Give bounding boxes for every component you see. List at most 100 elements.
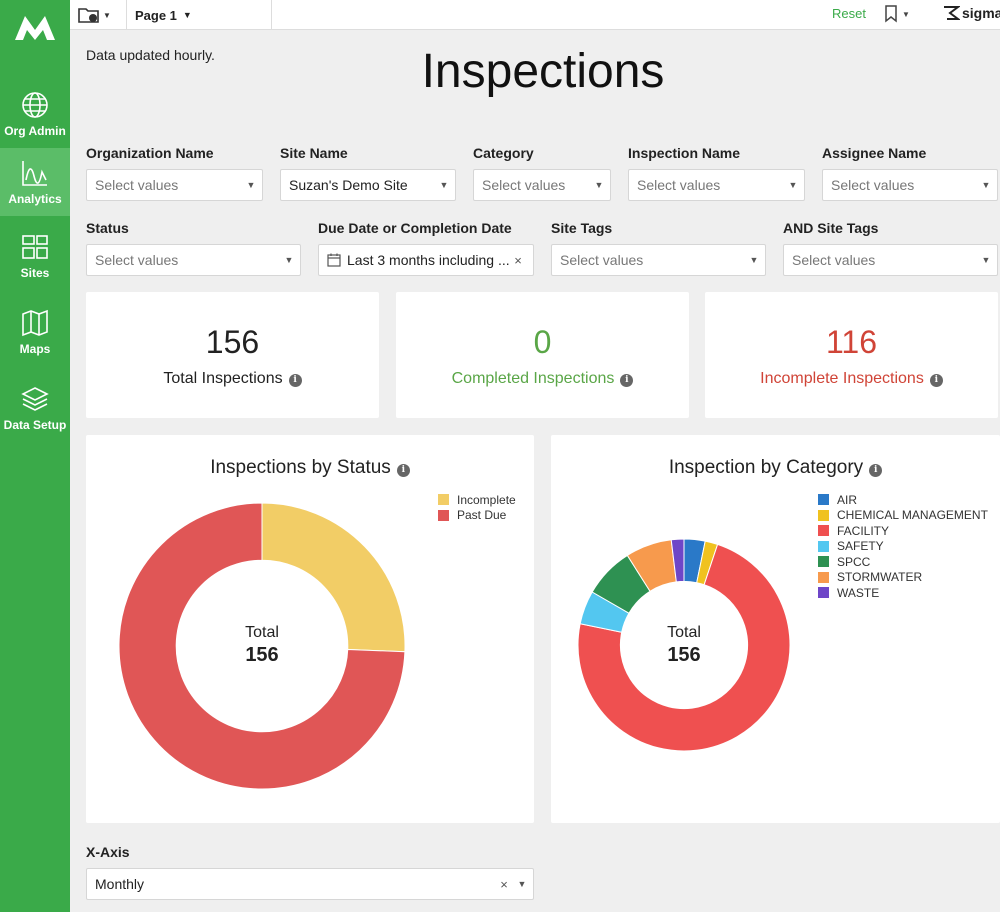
site-select[interactable]: Suzan's Demo Site ▼ (280, 169, 456, 201)
legend-item[interactable]: SPCC (818, 554, 988, 570)
sidebar-item-analytics[interactable]: Analytics (0, 148, 70, 216)
chevron-down-icon: ▼ (981, 180, 991, 190)
legend-label: STORMWATER (837, 570, 923, 585)
page-title: Inspections (421, 45, 665, 98)
chevron-down-icon: ▼ (284, 255, 294, 265)
sigma-brand-text: sigma (962, 5, 1000, 21)
donut-slice-waste[interactable] (670, 538, 685, 583)
kpi-completed-label: Completed Inspections (451, 370, 615, 387)
calendar-icon (327, 253, 341, 267)
sidebar-item-maps[interactable]: Maps (0, 298, 70, 366)
app-logo-icon[interactable] (12, 10, 58, 44)
center-label-text: Total (245, 624, 279, 641)
select-value: Last 3 months including ... (347, 252, 510, 268)
chart-title-text: Inspections by Status (210, 457, 391, 478)
donut-slice-facility[interactable] (577, 543, 791, 752)
sidebar-item-org-admin[interactable]: Org Admin (0, 80, 70, 148)
legend-swatch (818, 525, 829, 537)
due-date-select[interactable]: Last 3 months including ... × (318, 244, 534, 276)
and-site-tags-select[interactable]: Select values ▼ (783, 244, 998, 276)
filter-label-site-tags: Site Tags (551, 220, 613, 236)
info-icon[interactable]: i (869, 464, 883, 477)
kpi-completed-caption: Completed Inspections i (396, 370, 689, 388)
chevron-down-icon: ▼ (103, 10, 111, 20)
clear-icon[interactable]: × (500, 876, 508, 892)
donut-chart-status (118, 502, 406, 790)
map-icon (22, 309, 48, 337)
select-value: Monthly (95, 876, 145, 892)
sidebar-item-label: Analytics (8, 192, 62, 206)
filter-label-and-site-tags: AND Site Tags (783, 220, 879, 236)
donut-slice-past-due[interactable] (118, 502, 406, 790)
center-value-text: 156 (245, 644, 279, 666)
folder-icon (78, 8, 99, 23)
donut-slice-incomplete[interactable] (261, 502, 406, 653)
analytics-chart-icon (22, 161, 47, 186)
info-icon[interactable]: i (620, 374, 634, 387)
kpi-total-value: 156 (205, 324, 260, 360)
chart-card-category: Inspection by Category i AIR CHEMICAL MANA… (551, 435, 1000, 823)
layers-icon (21, 387, 49, 411)
bookmark-menu-button[interactable]: ▼ (884, 5, 910, 23)
chevron-down-icon: ▼ (594, 180, 604, 190)
organization-select[interactable]: Select values ▼ (86, 169, 263, 201)
legend-swatch (818, 540, 829, 552)
legend-label: Past Due (457, 508, 507, 523)
legend-swatch (438, 494, 449, 506)
filter-label-site: Site Name (280, 145, 348, 161)
select-value: Select values (482, 177, 566, 193)
select-value: Select values (792, 252, 876, 268)
kpi-total-label: Total Inspections (163, 370, 283, 387)
legend-item[interactable]: AIR (818, 492, 988, 508)
sidebar-item-label: Org Admin (4, 124, 66, 138)
chevron-down-icon: ▼ (902, 9, 910, 19)
kpi-incomplete-label: Incomplete Inspections (760, 370, 924, 387)
legend-item[interactable]: WASTE (818, 585, 988, 601)
legend-swatch (818, 494, 829, 506)
status-select[interactable]: Select values ▼ (86, 244, 301, 276)
filter-label-organization: Organization Name (86, 145, 214, 161)
page-tab[interactable]: Page 1 ▼ (126, 0, 272, 30)
folder-menu-button[interactable]: ▼ (78, 4, 111, 26)
legend-label: Incomplete (457, 492, 516, 507)
info-icon[interactable]: i (288, 374, 302, 387)
top-toolbar: ▼ Page 1 ▼ Reset ▼ sigma (70, 0, 1000, 30)
sidebar-item-data-setup[interactable]: Data Setup (0, 374, 70, 442)
filter-label-inspection: Inspection Name (628, 145, 741, 161)
chart-legend: Incomplete Past Due (438, 492, 516, 523)
legend-item[interactable]: STORMWATER (818, 570, 988, 586)
donut-chart-category (577, 538, 791, 752)
legend-item[interactable]: SAFETY (818, 539, 988, 555)
legend-item[interactable]: CHEMICAL MANAGEMENT (818, 508, 988, 524)
chart-title-text: Inspection by Category (668, 457, 864, 478)
kpi-incomplete-caption: Incomplete Inspections i (705, 370, 998, 388)
filter-label-assignee: Assignee Name (822, 145, 927, 161)
select-value: Select values (637, 177, 721, 193)
legend-item[interactable]: Incomplete (438, 492, 516, 508)
filter-label-due-date: Due Date or Completion Date (318, 220, 512, 236)
reset-button[interactable]: Reset (832, 6, 866, 21)
sidebar-item-sites[interactable]: Sites (0, 222, 70, 290)
xaxis-select[interactable]: Monthly × ▼ (86, 868, 534, 900)
info-icon[interactable]: i (929, 374, 943, 387)
legend-swatch (818, 587, 829, 599)
select-value: Select values (95, 252, 179, 268)
category-select[interactable]: Select values ▼ (473, 169, 611, 201)
legend-item[interactable]: Past Due (438, 508, 516, 524)
info-icon[interactable]: i (396, 464, 410, 477)
page-tab-label: Page 1 (135, 7, 177, 23)
assignee-select[interactable]: Select values ▼ (822, 169, 998, 201)
clear-icon[interactable]: × (514, 252, 522, 268)
chevron-down-icon: ▼ (749, 255, 759, 265)
legend-swatch (818, 571, 829, 583)
filter-label-category: Category (473, 145, 534, 161)
legend-label: FACILITY (837, 523, 890, 538)
legend-item[interactable]: FACILITY (818, 523, 988, 539)
inspection-name-select[interactable]: Select values ▼ (628, 169, 805, 201)
chevron-down-icon: ▼ (182, 10, 192, 20)
site-tags-select[interactable]: Select values ▼ (551, 244, 766, 276)
chevron-down-icon: ▼ (981, 255, 991, 265)
kpi-incomplete-value: 116 (825, 324, 877, 360)
globe-icon (22, 92, 48, 118)
legend-label: AIR (837, 492, 858, 507)
